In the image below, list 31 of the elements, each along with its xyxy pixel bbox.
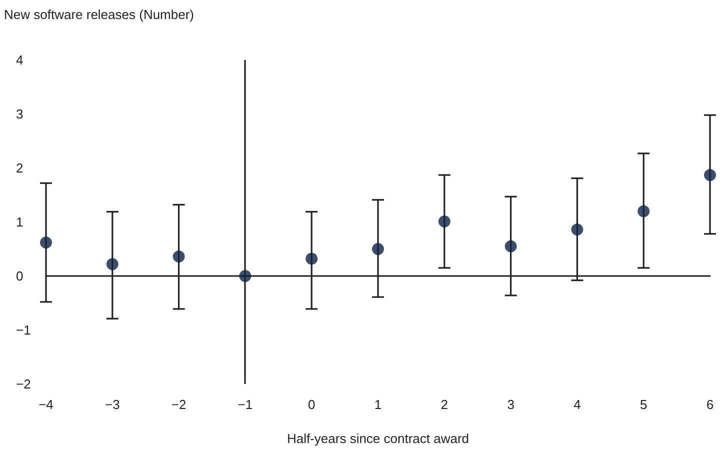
x-tick-label: 4 — [574, 397, 581, 412]
point — [638, 205, 650, 218]
x-tick-label: 0 — [308, 397, 316, 412]
y-tick-label: 3 — [16, 106, 24, 122]
point — [571, 224, 584, 236]
point — [438, 215, 450, 228]
x-tick-label: 5 — [640, 397, 648, 412]
y-axis-title: New software releases (Number) — [4, 7, 194, 22]
x-tick-label: 3 — [507, 397, 514, 412]
x-tick-label: −2 — [171, 397, 186, 412]
y-tick-label: 4 — [16, 52, 24, 68]
point — [704, 169, 716, 182]
x-tick-label: −4 — [38, 397, 54, 412]
x-axis-title: Half-years since contract award — [286, 431, 470, 446]
point — [106, 258, 118, 270]
x-tick-label: 6 — [706, 397, 714, 412]
x-tick-label: 2 — [440, 397, 448, 412]
x-tick-label: 1 — [374, 397, 382, 412]
y-tick-label: 2 — [16, 160, 24, 176]
point — [372, 243, 384, 255]
point — [40, 236, 52, 249]
x-tick-label: −3 — [104, 397, 120, 412]
y-tick-label: 0 — [16, 268, 24, 284]
y-tick-label: −2 — [16, 376, 31, 392]
point — [306, 252, 318, 265]
point — [239, 270, 252, 282]
x-tick-label: −1 — [238, 397, 253, 412]
point — [172, 250, 185, 263]
point — [504, 240, 517, 252]
y-tick-label: 1 — [16, 214, 24, 230]
y-tick-label: −1 — [16, 322, 31, 338]
